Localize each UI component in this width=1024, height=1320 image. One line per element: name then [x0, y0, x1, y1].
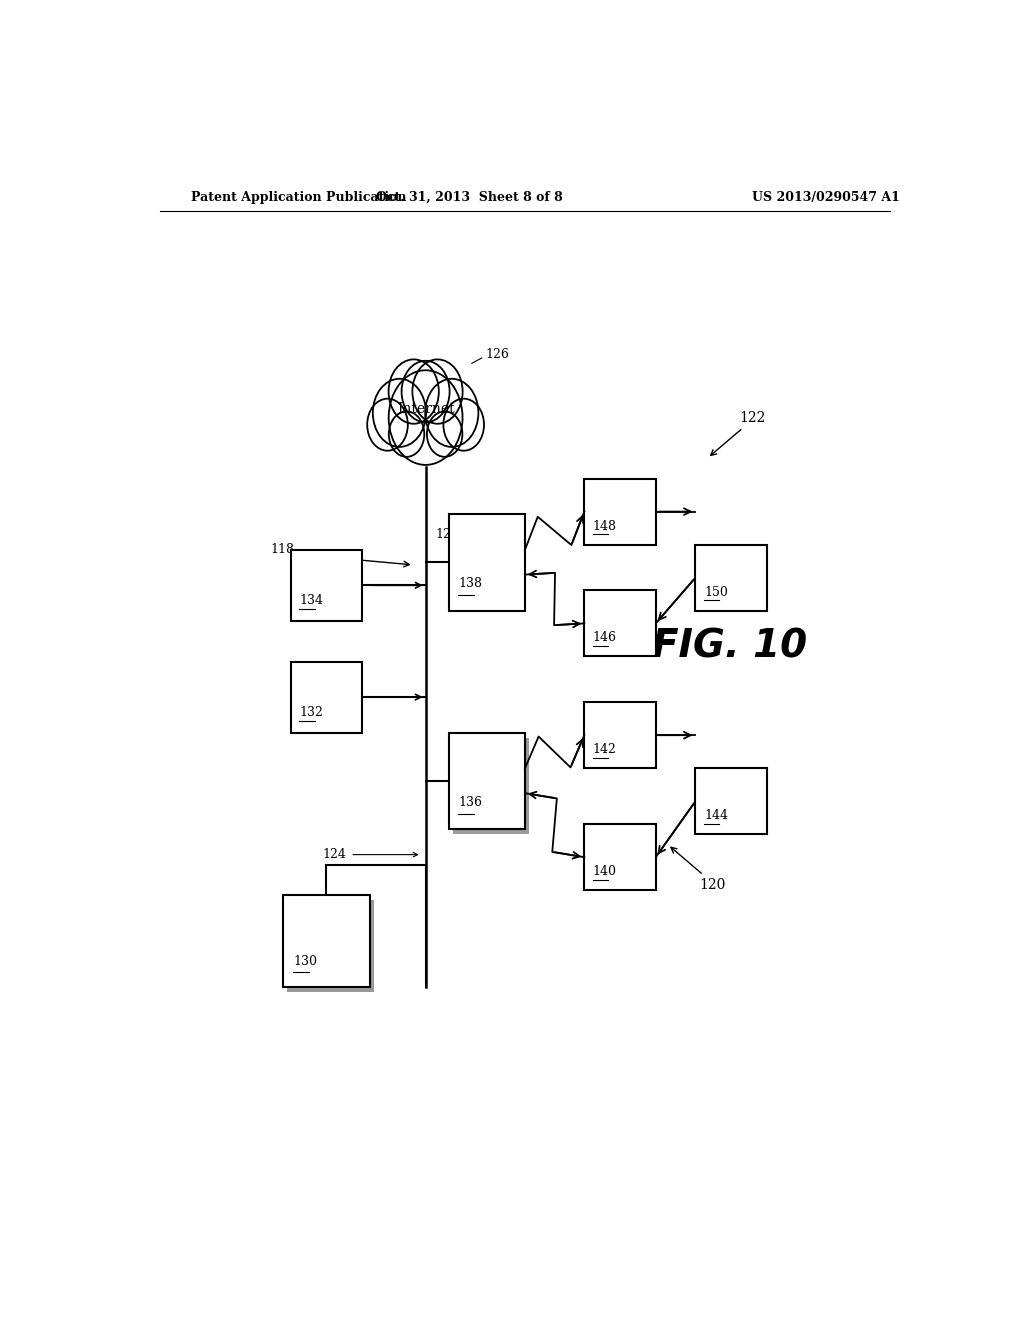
Circle shape — [373, 379, 426, 447]
Bar — [287, 900, 374, 991]
Text: 148: 148 — [593, 520, 616, 533]
Bar — [695, 545, 767, 611]
Text: 138: 138 — [459, 577, 482, 590]
Text: 134: 134 — [299, 594, 324, 607]
Bar — [454, 738, 528, 834]
Text: 144: 144 — [703, 809, 728, 822]
Bar — [283, 895, 370, 987]
Bar — [450, 733, 524, 829]
Text: 146: 146 — [593, 631, 616, 644]
Text: 136: 136 — [459, 796, 482, 809]
Circle shape — [368, 399, 408, 450]
Text: 126: 126 — [485, 348, 509, 362]
Bar — [291, 549, 362, 620]
Bar — [585, 824, 655, 890]
Bar — [695, 768, 767, 834]
Text: US 2013/0290547 A1: US 2013/0290547 A1 — [753, 190, 900, 203]
Text: Oct. 31, 2013  Sheet 8 of 8: Oct. 31, 2013 Sheet 8 of 8 — [376, 190, 562, 203]
Bar — [450, 515, 524, 611]
Bar — [585, 479, 655, 545]
Text: 140: 140 — [593, 865, 616, 878]
Circle shape — [427, 412, 463, 457]
Circle shape — [443, 399, 484, 450]
Text: 130: 130 — [293, 954, 317, 968]
Circle shape — [389, 412, 424, 457]
Text: FIG. 10: FIG. 10 — [652, 627, 807, 665]
Circle shape — [413, 359, 463, 424]
Text: 124: 124 — [323, 849, 346, 861]
Text: 132: 132 — [299, 706, 324, 719]
Circle shape — [388, 359, 439, 424]
Circle shape — [401, 360, 450, 422]
Text: 122: 122 — [739, 411, 766, 425]
Text: 118: 118 — [270, 544, 295, 556]
Bar — [585, 590, 655, 656]
Text: 120: 120 — [699, 878, 726, 892]
Text: Patent Application Publication: Patent Application Publication — [191, 190, 407, 203]
Circle shape — [425, 379, 478, 447]
Text: 150: 150 — [703, 586, 728, 599]
Bar — [291, 661, 362, 733]
Bar — [585, 702, 655, 768]
Circle shape — [389, 371, 463, 465]
Text: 142: 142 — [593, 743, 616, 756]
Text: 128: 128 — [436, 528, 460, 541]
Text: Internet: Internet — [396, 403, 455, 416]
